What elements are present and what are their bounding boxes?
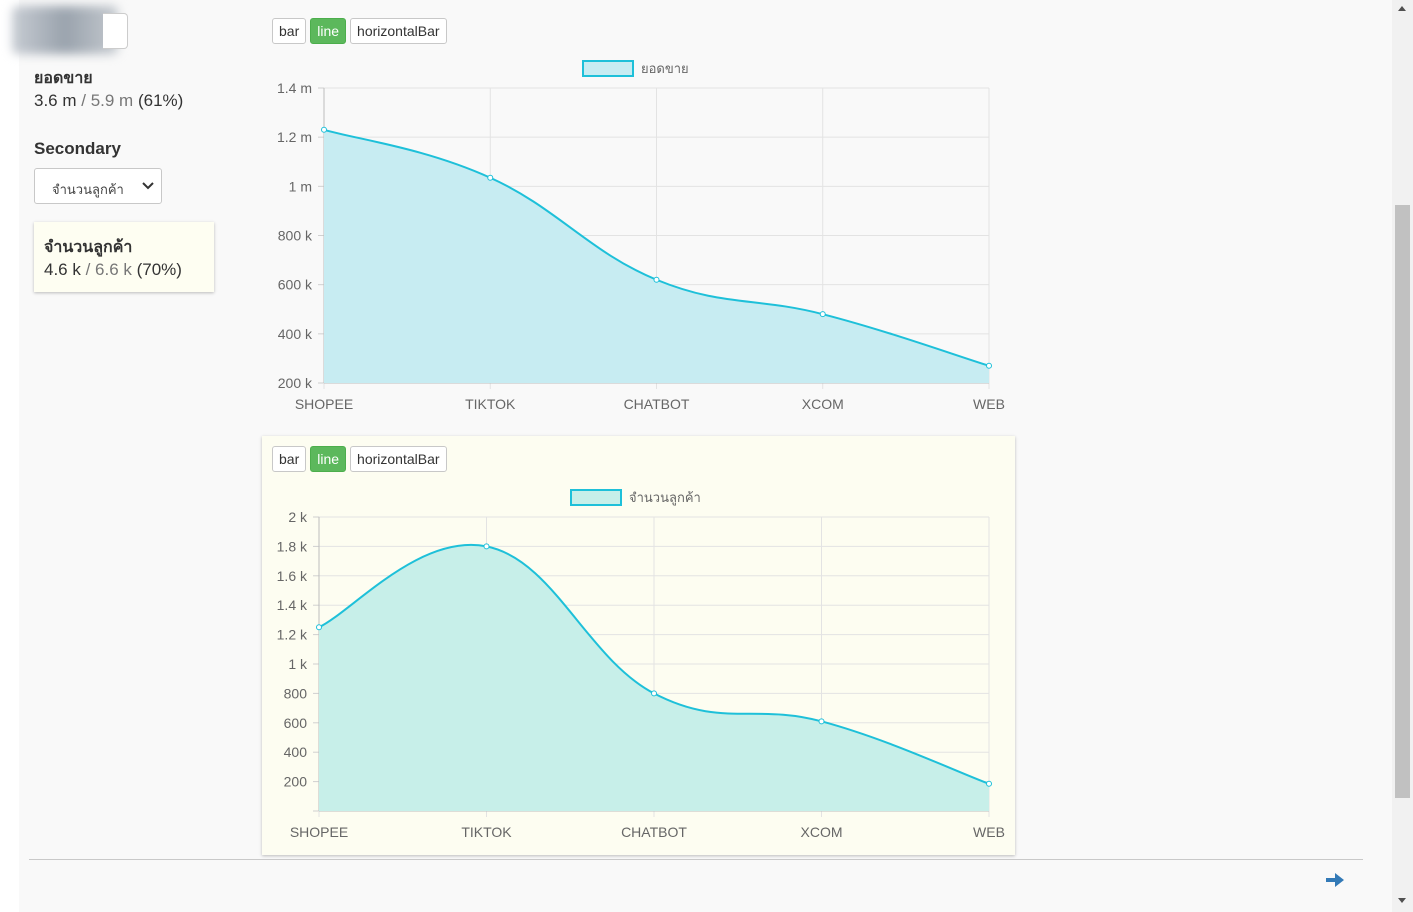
y-tick-label: 600: [284, 715, 308, 731]
data-point: [986, 780, 992, 787]
scroll-thumb[interactable]: [1395, 205, 1410, 798]
chart2-bar-button[interactable]: bar: [272, 446, 307, 472]
secondary-kpi-target: 6.6 k: [95, 260, 132, 279]
series-area: [324, 129, 989, 383]
x-tick-label: CHATBOT: [624, 396, 690, 412]
scroll-down-arrow[interactable]: [1398, 898, 1406, 903]
secondary-select-value: จำนวนลูกค้า: [52, 182, 124, 197]
y-tick-label: 1.6 k: [277, 568, 308, 584]
chart1-horizontalbar-button[interactable]: horizontalBar: [350, 18, 447, 44]
primary-kpi-target: 5.9 m: [90, 91, 134, 110]
primary-kpi-value: 3.6 m / 5.9 m (61%): [34, 91, 183, 111]
secondary-kpi-value: 4.6 k / 6.6 k (70%): [44, 260, 182, 280]
data-point: [321, 126, 327, 133]
x-tick-label: TIKTOK: [465, 396, 516, 412]
secondary-kpi-current: 4.6 k: [44, 260, 81, 279]
series-area: [319, 544, 989, 811]
y-tick-label: 1 k: [288, 656, 308, 672]
chevron-down-icon: [142, 182, 154, 190]
data-point: [819, 311, 826, 318]
chart2-type-toggle: bar line horizontalBar: [272, 446, 447, 472]
secondary-select[interactable]: จำนวนลูกค้า: [34, 168, 162, 204]
chart2-horizontalbar-button[interactable]: horizontalBar: [350, 446, 447, 472]
data-point: [986, 362, 992, 369]
secondary-kpi-separator: /: [80, 260, 96, 279]
y-tick-label: 800 k: [278, 228, 313, 244]
chart1-bar-button[interactable]: bar: [272, 18, 307, 44]
y-tick-label: 200: [284, 774, 308, 790]
y-tick-label: 400 k: [278, 326, 313, 342]
y-tick-label: 800: [284, 685, 308, 701]
x-tick-label: SHOPEE: [295, 396, 353, 412]
y-tick-label: 600 k: [278, 277, 313, 293]
legend-label: จำนวนลูกค้า: [629, 490, 701, 506]
primary-kpi-percent: (61%): [133, 91, 184, 110]
y-tick-label: 1.4 m: [277, 80, 312, 96]
legend-swatch: [570, 489, 622, 506]
chart1-line-button[interactable]: line: [310, 18, 347, 44]
footer-divider: [29, 859, 1363, 860]
x-tick-label: WEB: [973, 396, 1005, 412]
chart2-line-button[interactable]: line: [310, 446, 347, 472]
y-tick-label: 1.2 m: [277, 129, 312, 145]
legend-swatch: [582, 60, 634, 77]
series-line: [318, 543, 990, 785]
legend-label: ยอดขาย: [641, 61, 689, 76]
scroll-up-arrow[interactable]: [1398, 6, 1406, 11]
logo-frame: [103, 13, 128, 49]
vertical-scrollbar[interactable]: [1392, 0, 1413, 912]
blurred-logo: [12, 6, 118, 54]
primary-kpi-current: 3.6 m: [34, 91, 77, 110]
x-tick-label: XCOM: [801, 824, 843, 840]
primary-kpi-separator: /: [76, 91, 91, 110]
secondary-label: Secondary: [34, 139, 121, 158]
arrow-right-icon[interactable]: [1325, 871, 1345, 889]
customers-line-chart: จำนวนลูกค้า 200 400 600 800 1 k 1.2 k 1.4 k 1.6 …: [277, 489, 1005, 840]
secondary-kpi-title: จำนวนลูกค้า: [44, 239, 133, 256]
y-tick-label: 2 k: [288, 509, 308, 525]
chart1-type-toggle: bar line horizontalBar: [272, 18, 447, 44]
y-tick-label: 1.8 k: [277, 538, 308, 554]
sales-line-chart: ยอดขาย 200 k 400 k 600 k 800 k 1 m 1.2 m 1.4 m S…: [277, 60, 1005, 412]
data-point: [651, 690, 657, 697]
primary-kpi-title: ยอดขาย: [34, 70, 93, 87]
data-point: [653, 276, 660, 283]
x-tick-label: CHATBOT: [621, 824, 687, 840]
secondary-kpi-card: จำนวนลูกค้า 4.6 k / 6.6 k (70%): [34, 222, 214, 292]
x-tick-label: XCOM: [802, 396, 844, 412]
data-point: [316, 624, 322, 631]
secondary-kpi-percent: (70%): [131, 260, 182, 279]
x-tick-label: SHOPEE: [290, 824, 348, 840]
data-point: [483, 543, 490, 550]
data-point: [487, 174, 494, 181]
y-tick-label: 400: [284, 744, 308, 760]
x-tick-label: TIKTOK: [461, 824, 512, 840]
y-tick-label: 1 m: [289, 178, 312, 194]
data-point: [818, 718, 825, 725]
x-tick-label: WEB: [973, 824, 1005, 840]
y-tick-label: 1.4 k: [277, 597, 308, 613]
y-tick-label: 200 k: [278, 375, 313, 391]
y-tick-label: 1.2 k: [277, 627, 308, 643]
